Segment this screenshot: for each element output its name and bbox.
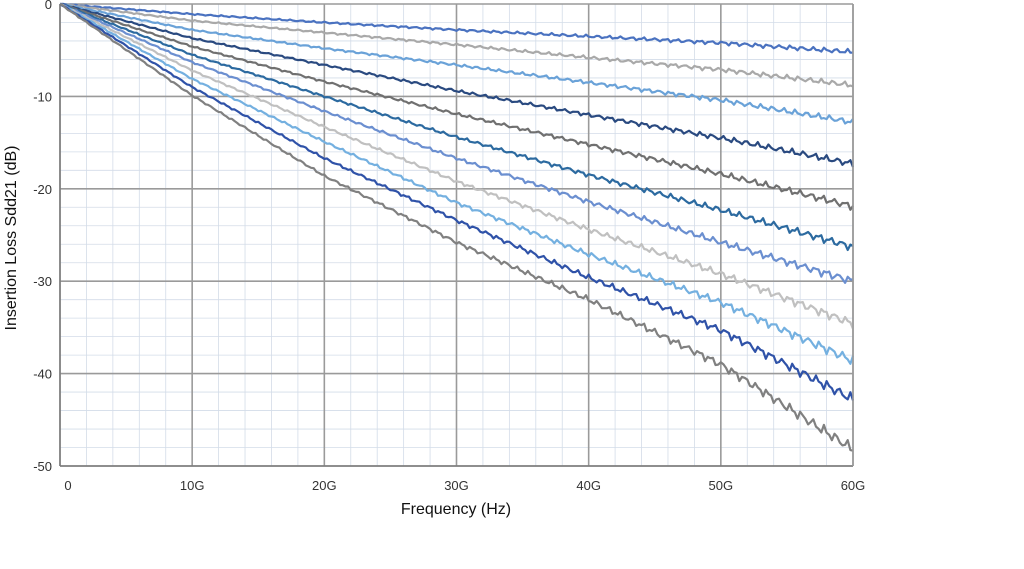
series-layer bbox=[59, 2, 855, 452]
series-line-4 bbox=[59, 2, 855, 168]
y-axis-title: Insertion Loss Sdd21 (dB) bbox=[3, 146, 20, 331]
series-line-10 bbox=[59, 3, 855, 401]
series-line-8 bbox=[59, 2, 855, 330]
x-tick-label: 0 bbox=[64, 478, 71, 493]
series-line-2 bbox=[59, 2, 854, 88]
x-tick-label: 10G bbox=[180, 478, 205, 493]
x-tick-label: 60G bbox=[841, 478, 866, 493]
y-tick-label: -20 bbox=[33, 182, 52, 197]
y-tick-label: -30 bbox=[33, 274, 52, 289]
y-tick-label: 0 bbox=[45, 0, 52, 12]
series-line-6 bbox=[59, 3, 854, 252]
y-tick-label: -50 bbox=[33, 459, 52, 474]
x-tick-labels: 0 10G 20G 30G 40G 50G 60G bbox=[64, 478, 865, 493]
x-tick-label: 20G bbox=[312, 478, 337, 493]
x-tick-label: 50G bbox=[709, 478, 734, 493]
y-tick-labels: 0 -10 -20 -30 -40 -50 bbox=[33, 0, 52, 474]
x-tick-label: 30G bbox=[444, 478, 469, 493]
series-line-9 bbox=[59, 3, 855, 365]
axes bbox=[59, 4, 854, 467]
series-line-5 bbox=[59, 2, 854, 211]
series-line-3 bbox=[59, 2, 854, 125]
series-line-11 bbox=[59, 3, 854, 452]
x-tick-label: 40G bbox=[576, 478, 601, 493]
series-line-1 bbox=[59, 2, 854, 54]
series-line-7 bbox=[59, 2, 854, 284]
y-tick-label: -40 bbox=[33, 367, 52, 382]
major-grid bbox=[59, 3, 854, 467]
x-axis-title: Frequency (Hz) bbox=[401, 501, 511, 518]
y-tick-label: -10 bbox=[33, 89, 52, 104]
